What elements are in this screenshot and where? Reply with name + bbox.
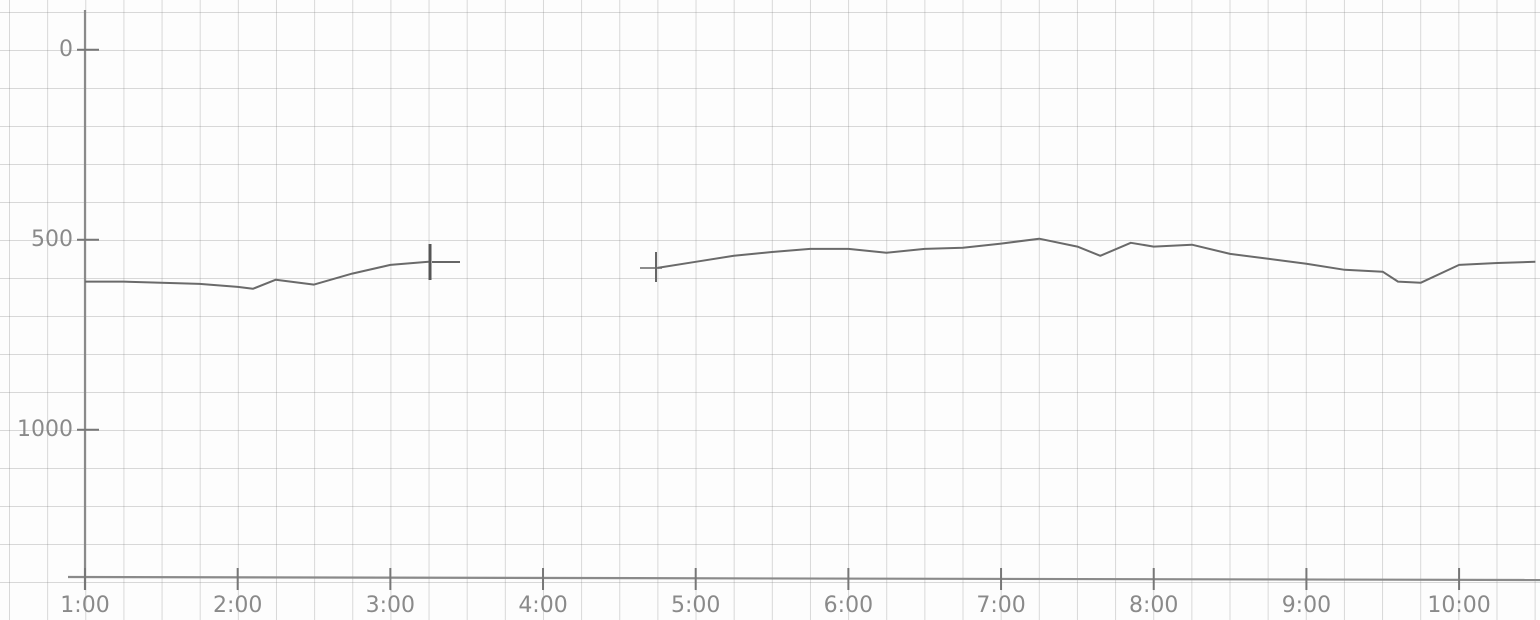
x-tick-label: 2:00 [213,593,262,618]
x-tick-label: 1:00 [60,593,109,618]
x-tick-label: 6:00 [824,593,873,618]
x-tick-label: 9:00 [1282,593,1331,618]
x-axis [67,575,1540,582]
y-tick-label: 500 [31,227,73,252]
data-line [85,237,1536,290]
x-tick-label: 8:00 [1129,593,1178,618]
y-tick-label: 1000 [17,417,73,442]
x-tick-label: 10:00 [1427,593,1490,618]
x-tick-label: 7:00 [976,593,1025,618]
x-tick-label: 5:00 [671,593,720,618]
y-tick-label: 0 [59,37,73,62]
x-tick-label: 4:00 [518,593,567,618]
x-tick-label: 3:00 [366,593,415,618]
